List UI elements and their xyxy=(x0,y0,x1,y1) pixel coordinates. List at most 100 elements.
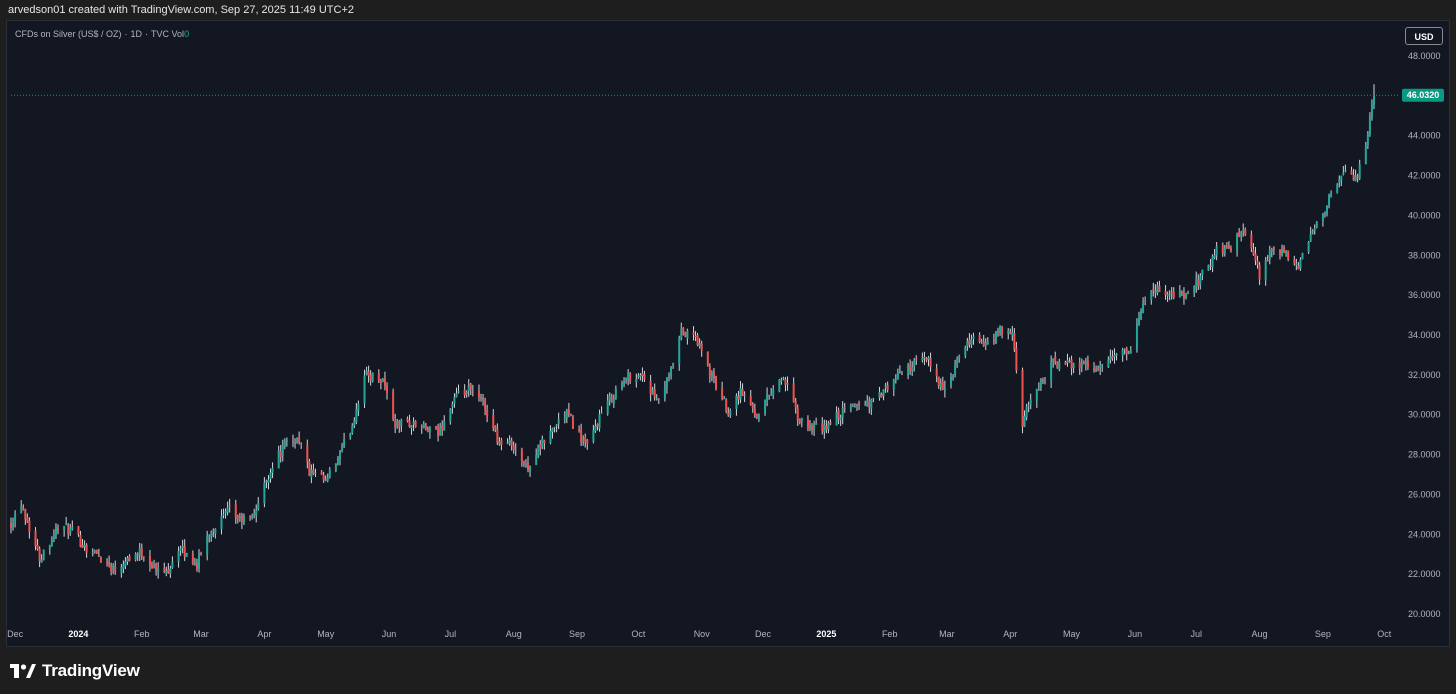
candle-body xyxy=(369,374,372,381)
candle xyxy=(77,525,80,537)
candle-body xyxy=(708,366,711,377)
candle-body xyxy=(1313,228,1316,231)
candle-body xyxy=(778,379,781,392)
candle xyxy=(48,544,51,555)
candle xyxy=(712,367,715,384)
candle-body xyxy=(541,438,544,448)
candle-body xyxy=(999,326,1002,334)
candle-body xyxy=(535,455,538,465)
candle-body xyxy=(486,409,489,417)
candle xyxy=(864,400,867,406)
candle xyxy=(1121,347,1124,362)
candle xyxy=(578,425,581,433)
candle xyxy=(1197,274,1200,290)
candle xyxy=(383,371,386,391)
candle xyxy=(263,477,266,508)
candle-body xyxy=(524,464,527,466)
candle xyxy=(1164,285,1167,300)
candle xyxy=(106,558,109,567)
candle-body xyxy=(437,428,440,437)
candle xyxy=(1129,346,1132,354)
candle xyxy=(79,530,82,548)
candle-body xyxy=(727,412,730,416)
attribution-text: arvedson01 created with TradingView.com,… xyxy=(8,4,355,16)
candle xyxy=(357,400,360,416)
candle xyxy=(420,424,423,434)
candle-body xyxy=(1084,360,1087,365)
candle xyxy=(10,517,12,534)
candle xyxy=(1158,280,1161,293)
candle-body xyxy=(300,443,303,445)
candle-body xyxy=(1344,170,1347,172)
candle-body xyxy=(939,383,942,387)
candle xyxy=(1242,223,1245,237)
candle-body xyxy=(827,422,830,430)
chart-panel[interactable]: 20.0000 22.0000 24.0000 26.0000 28.0000 30.00… xyxy=(6,20,1450,647)
candle-body xyxy=(38,548,41,562)
candle-body xyxy=(420,427,423,429)
candle-body xyxy=(414,421,417,428)
candle-body xyxy=(392,391,395,419)
currency-button[interactable]: USD xyxy=(1405,27,1443,45)
candle xyxy=(672,362,675,369)
candle xyxy=(753,403,756,418)
candle-body xyxy=(167,569,170,573)
brand-name: TradingView xyxy=(42,661,140,680)
candle-body xyxy=(477,390,480,398)
symbol-legend[interactable]: CFDs on Silver (US$ / OZ) · 1D · TVC Vol0 xyxy=(15,29,190,39)
time-tick-label: Oct xyxy=(631,629,646,639)
candle xyxy=(954,359,957,378)
candle-body xyxy=(1238,232,1241,238)
candle xyxy=(621,380,623,391)
candle-body xyxy=(886,384,889,390)
candle-body xyxy=(539,444,542,449)
time-tick-label: Dec xyxy=(7,629,24,639)
candle-body xyxy=(140,547,143,557)
candle xyxy=(1150,290,1153,305)
price-tick-label: 42.0000 xyxy=(1408,171,1441,181)
candle-body xyxy=(1240,233,1243,237)
candle xyxy=(1084,357,1087,371)
candle-body xyxy=(157,567,160,573)
candle xyxy=(267,475,270,490)
candle-body xyxy=(958,355,961,358)
candle-body xyxy=(1315,221,1318,228)
candle-body xyxy=(439,427,442,436)
candle xyxy=(296,437,299,444)
candle xyxy=(721,381,724,401)
candle xyxy=(1338,175,1341,188)
time-axis[interactable]: Dec 2024 Feb Mar Apr May Jun Jul Aug Sep Oct Nov Dec… xyxy=(7,629,1392,639)
candle xyxy=(1023,410,1026,428)
source-label: TVC xyxy=(151,29,170,39)
candle-body xyxy=(1025,406,1028,418)
candle xyxy=(739,381,742,404)
candle-body xyxy=(1066,360,1069,363)
candle-body xyxy=(670,367,673,376)
candle xyxy=(1144,296,1147,306)
candle-body xyxy=(1101,366,1104,368)
candle xyxy=(408,414,411,428)
candle-body xyxy=(1213,255,1216,259)
candle xyxy=(486,404,489,423)
candle-body xyxy=(923,356,926,359)
candle-body xyxy=(269,472,272,480)
candle-body xyxy=(980,341,983,343)
candle xyxy=(234,499,237,524)
candle-body xyxy=(571,416,574,429)
candle xyxy=(238,512,241,522)
tradingview-brand[interactable]: TradingView xyxy=(10,661,140,681)
candle xyxy=(980,338,983,344)
candle xyxy=(242,513,245,525)
candle-body xyxy=(911,367,914,371)
price-axis[interactable]: 20.0000 22.0000 24.0000 26.0000 28.0000 30.00… xyxy=(1408,51,1441,619)
candle xyxy=(952,374,955,381)
candle-body xyxy=(357,403,360,411)
candlestick-chart[interactable]: 20.0000 22.0000 24.0000 26.0000 28.0000 30.00… xyxy=(7,21,1449,646)
candle-body xyxy=(811,425,814,431)
candle xyxy=(281,439,284,462)
candle-body xyxy=(925,358,928,361)
candle xyxy=(1225,242,1228,249)
candle xyxy=(968,333,971,348)
time-tick-label: Jul xyxy=(445,629,457,639)
candle xyxy=(1281,244,1284,257)
